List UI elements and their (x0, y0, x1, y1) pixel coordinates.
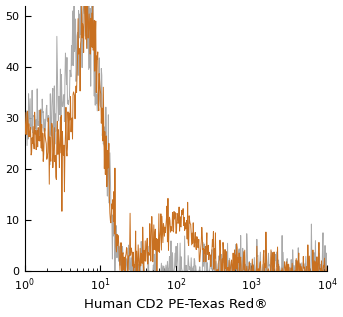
X-axis label: Human CD2 PE-Texas Red®: Human CD2 PE-Texas Red® (84, 298, 268, 311)
